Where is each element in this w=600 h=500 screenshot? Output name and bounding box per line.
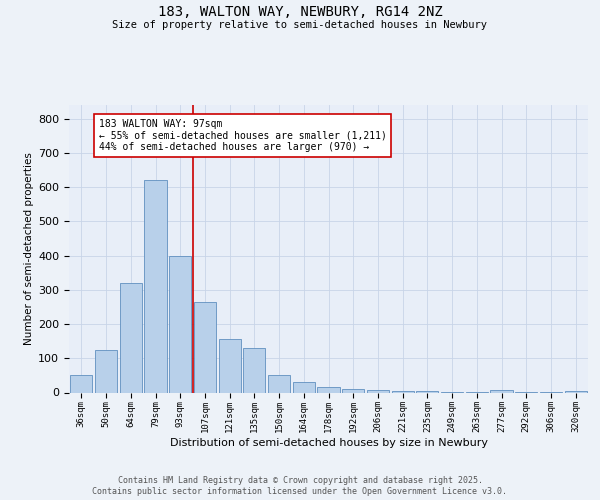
Bar xyxy=(317,388,340,392)
Bar xyxy=(194,302,216,392)
Bar xyxy=(268,374,290,392)
Bar xyxy=(490,390,512,392)
Bar xyxy=(293,382,315,392)
Text: 183, WALTON WAY, NEWBURY, RG14 2NZ: 183, WALTON WAY, NEWBURY, RG14 2NZ xyxy=(158,5,442,19)
Text: 183 WALTON WAY: 97sqm
← 55% of semi-detached houses are smaller (1,211)
44% of s: 183 WALTON WAY: 97sqm ← 55% of semi-deta… xyxy=(98,118,386,152)
Bar xyxy=(342,389,364,392)
Y-axis label: Number of semi-detached properties: Number of semi-detached properties xyxy=(24,152,34,345)
X-axis label: Distribution of semi-detached houses by size in Newbury: Distribution of semi-detached houses by … xyxy=(170,438,487,448)
Bar xyxy=(169,256,191,392)
Bar xyxy=(145,180,167,392)
Bar xyxy=(95,350,117,393)
Bar xyxy=(367,390,389,392)
Text: Size of property relative to semi-detached houses in Newbury: Size of property relative to semi-detach… xyxy=(113,20,487,30)
Bar xyxy=(243,348,265,393)
Bar xyxy=(565,391,587,392)
Text: Contains HM Land Registry data © Crown copyright and database right 2025.: Contains HM Land Registry data © Crown c… xyxy=(118,476,482,485)
Bar xyxy=(392,391,414,392)
Text: Contains public sector information licensed under the Open Government Licence v3: Contains public sector information licen… xyxy=(92,488,508,496)
Bar xyxy=(119,283,142,393)
Bar xyxy=(70,376,92,392)
Bar xyxy=(218,340,241,392)
